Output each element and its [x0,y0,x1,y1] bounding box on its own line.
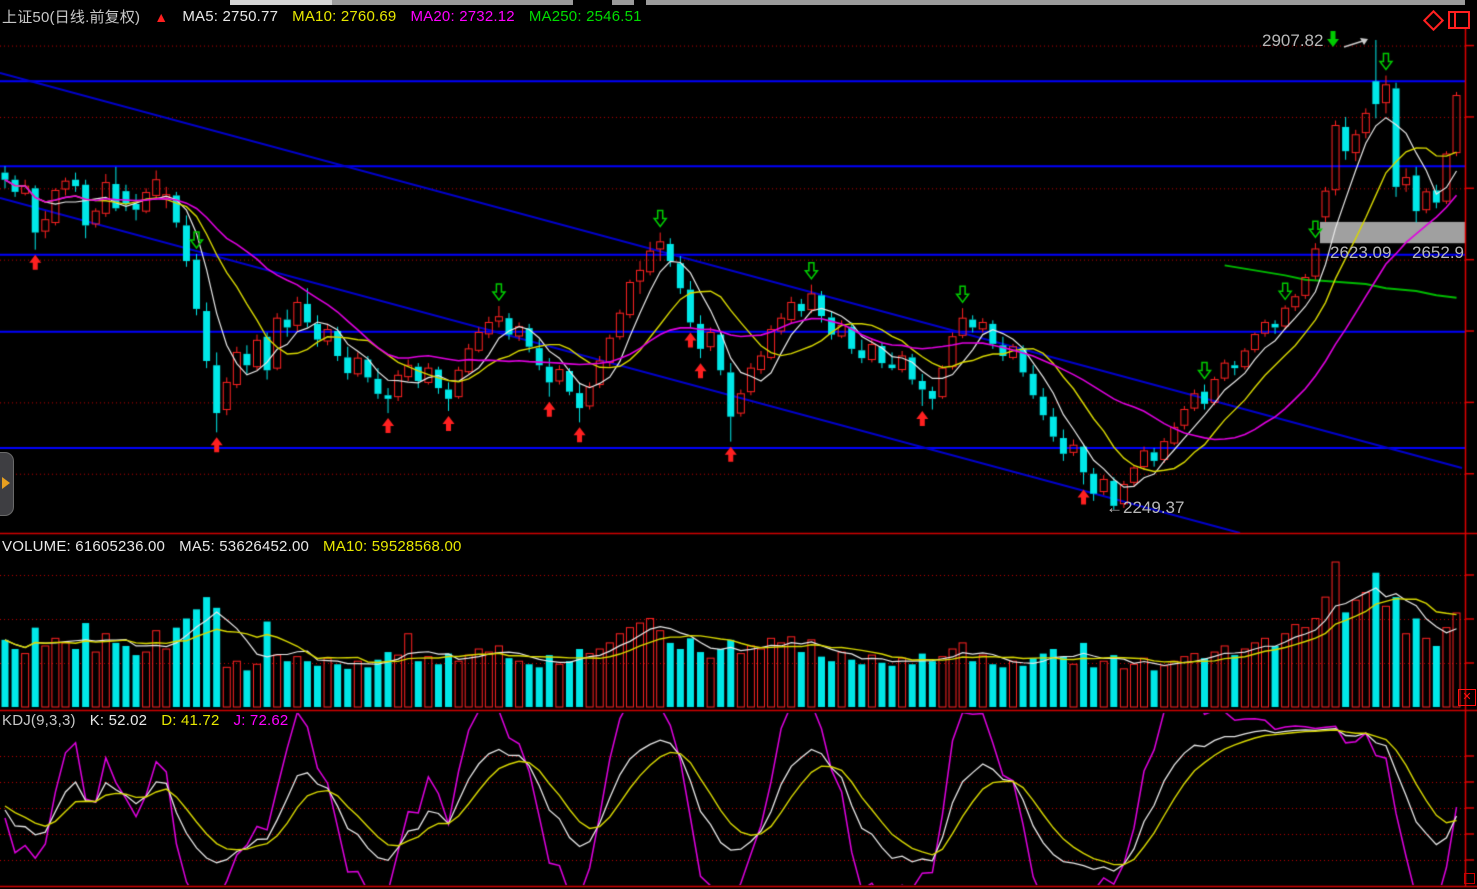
top-strip-segment [230,0,332,5]
kdj-label: KDJ(9,3,3) [2,712,76,729]
volume-pane-header: VOLUME: 61605236.00 MA5: 53626452.00 MA1… [2,538,462,555]
gap-low-label: 2623.09 [1330,243,1392,262]
split-window-icon-bar [1454,13,1456,27]
pane-close-icon[interactable]: ✕ [1458,689,1476,706]
top-strip-segment [646,0,1465,5]
axis-corner-marker [1464,873,1475,884]
volume-ma5-readout: MA5: 53626452.00 [179,538,310,555]
up-arrow-icon: ▲ [154,8,169,25]
expand-arrow-icon [2,477,10,489]
high-price-label: 2907.82 [1262,31,1324,50]
low-price-label: ←2249.37 [1106,498,1185,517]
sidebar-expand-tab[interactable] [0,452,14,516]
kdj-pane-header: KDJ(9,3,3) K: 52.02 D: 41.72 J: 72.62 [2,712,288,729]
ma5-readout: MA5: 2750.77 [182,8,279,25]
kdj-k-readout: K: 52.02 [89,712,148,729]
top-strip-segment [332,0,573,5]
kdj-j-readout: J: 72.62 [233,712,289,729]
kdj-d-readout: D: 41.72 [161,712,220,729]
top-strip-segment [612,0,634,5]
ma250-readout: MA250: 2546.51 [528,8,642,25]
gap-high-label: 2652.9 [1412,243,1464,262]
volume-ma10-readout: MA10: 59528568.00 [323,538,462,555]
symbol-title: 上证50(日线.前复权) [2,9,141,26]
split-window-icon[interactable] [1448,11,1470,29]
volume-readout: VOLUME: 61605236.00 [2,538,166,555]
price-pane-header: 上证50(日线.前复权) ▲ MA5: 2750.77 MA10: 2760.6… [2,6,642,27]
ma20-readout: MA20: 2732.12 [410,8,515,25]
ma10-readout: MA10: 2760.69 [292,8,397,25]
